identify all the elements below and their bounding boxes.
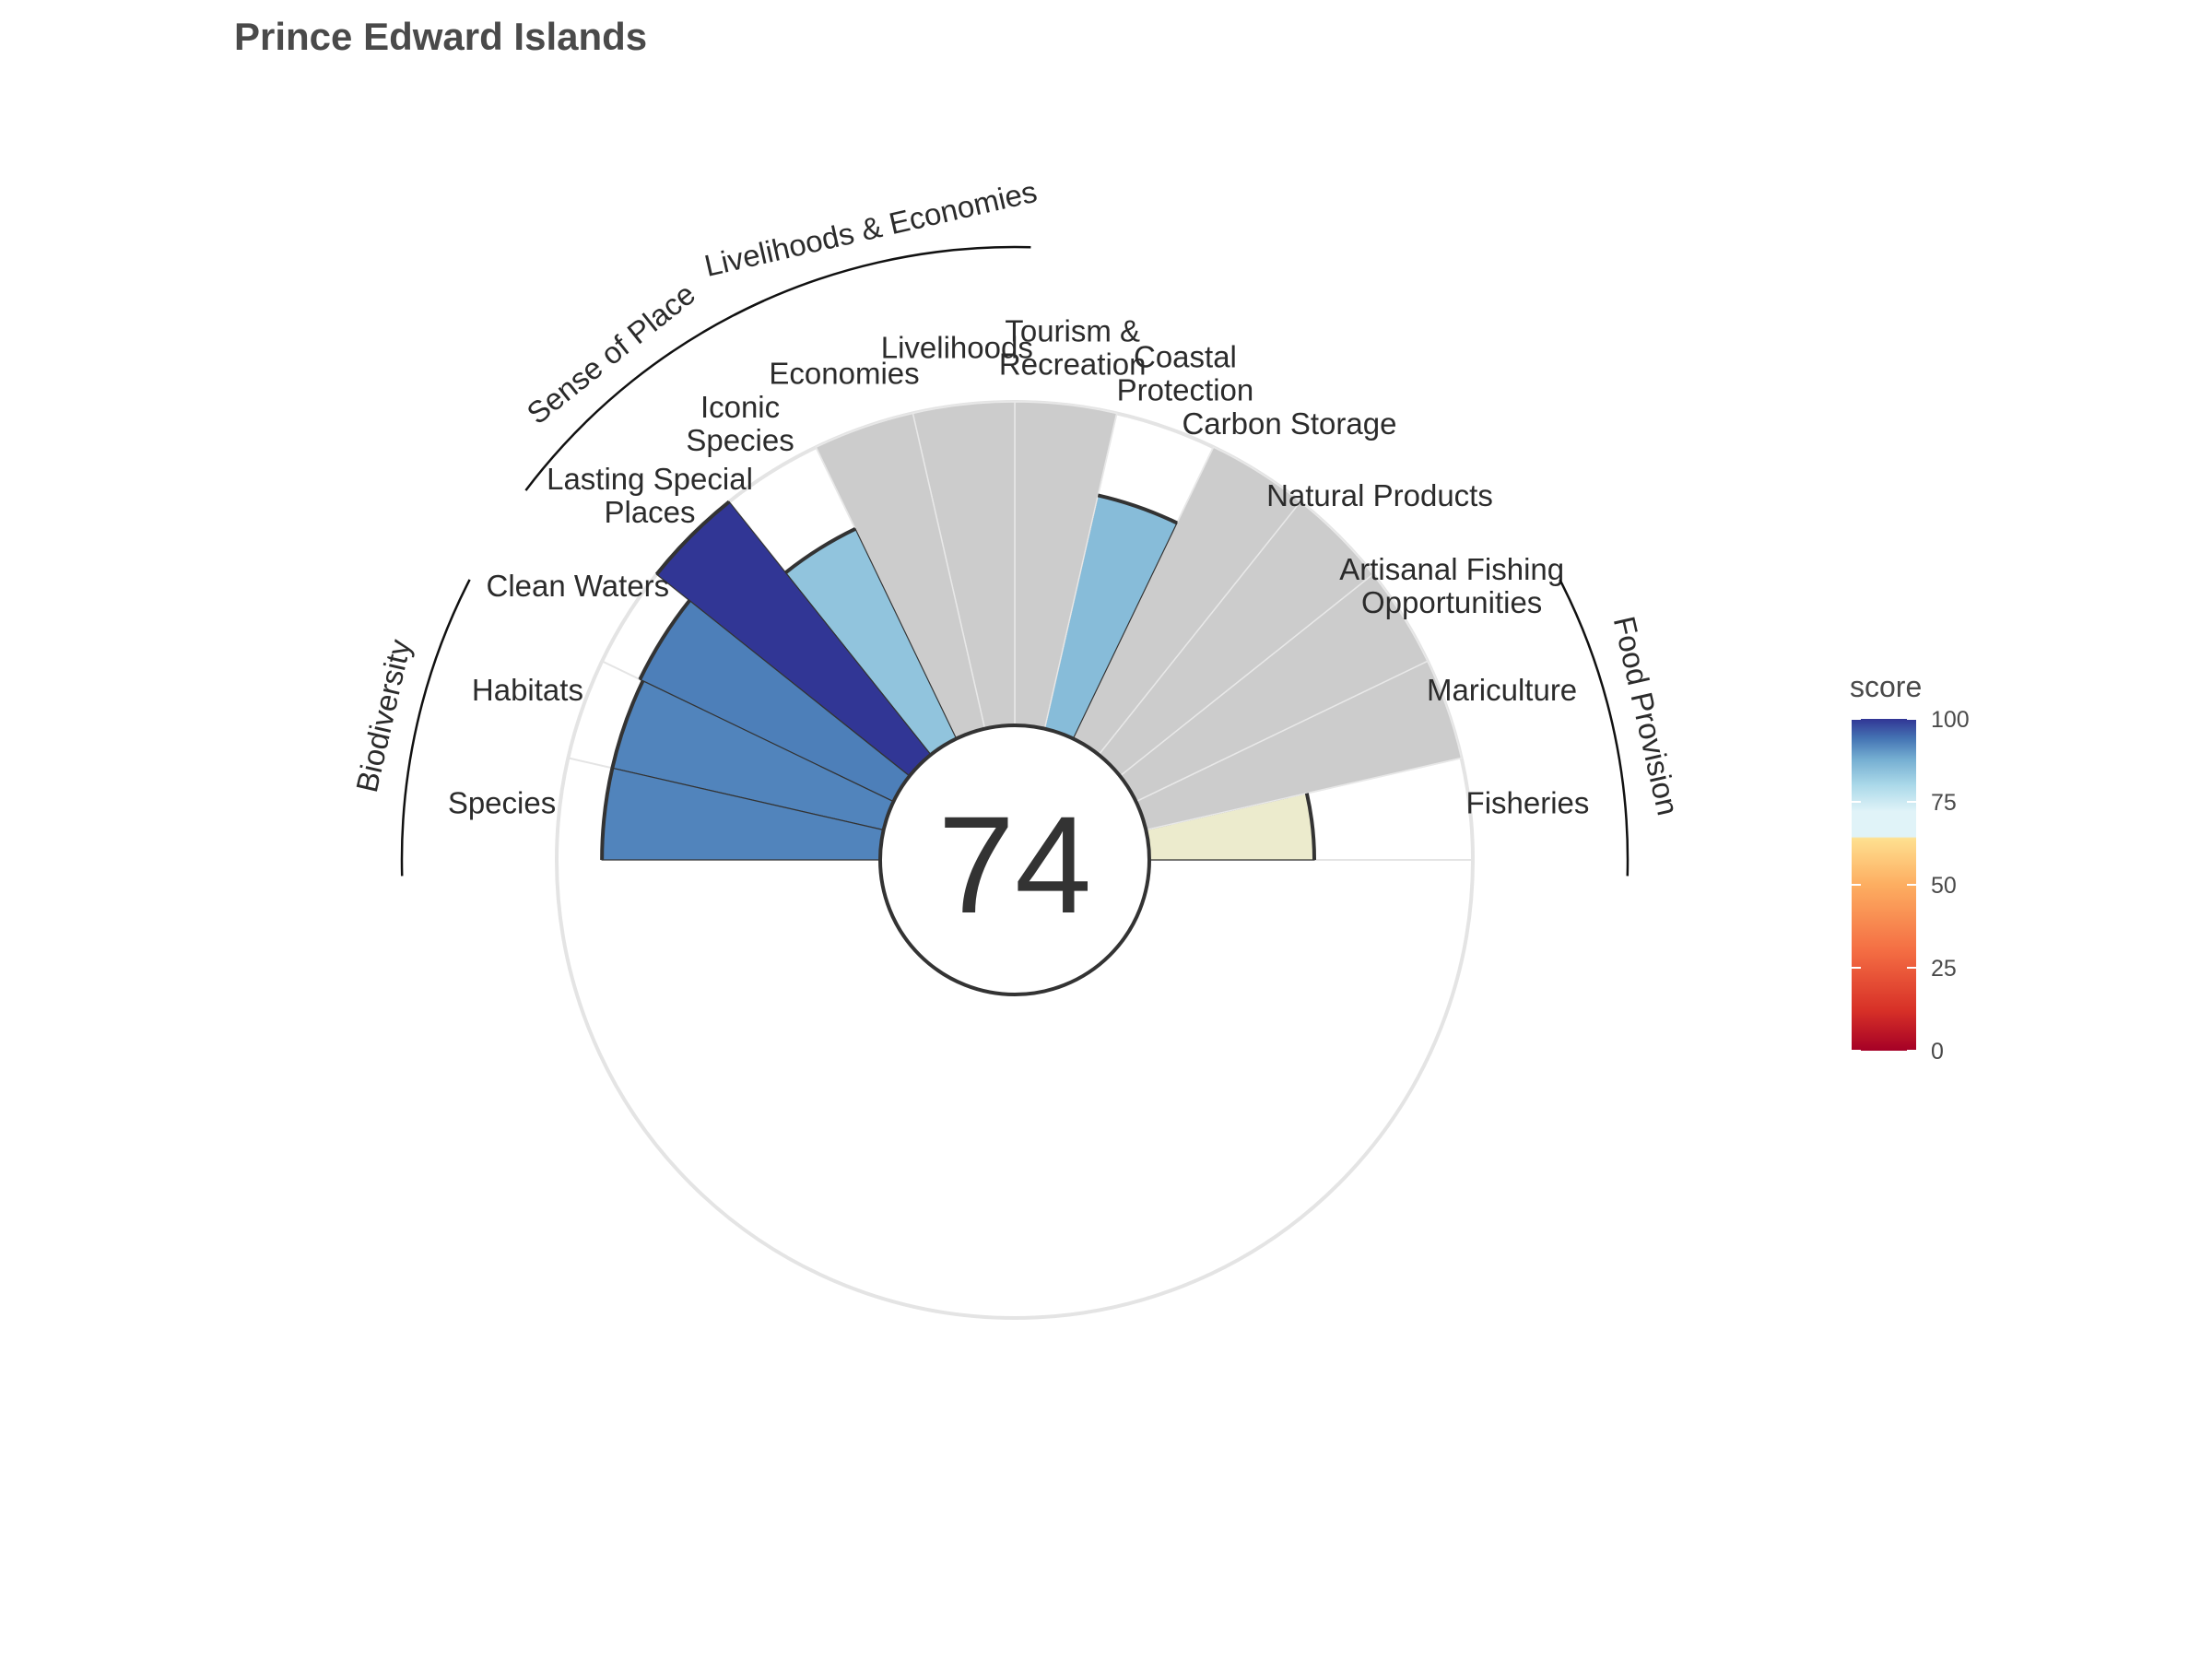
- group-arc-3: [400, 579, 471, 877]
- goal-label-12: Habitats: [472, 673, 583, 707]
- bars: [600, 401, 1463, 861]
- goal-labels: Fisheries Mariculture Artisanal Fishing Opp…: [448, 314, 1590, 820]
- legend-tick-label: 100: [1931, 707, 1970, 733]
- center-score: 74: [938, 787, 1092, 942]
- bar-outline-5: [1097, 493, 1178, 525]
- group-label-2: Sense of Place: [521, 276, 702, 430]
- bar-outline-13: [600, 767, 615, 861]
- goal-label-5: Coastal Protection: [1117, 339, 1254, 406]
- bar-outline-12: [610, 679, 645, 769]
- group-label-1: Livelihoods & Economies: [701, 174, 1041, 283]
- goal-label-4: Carbon Storage: [1182, 406, 1396, 441]
- bar-outline-0: [1304, 793, 1317, 861]
- goal-label-11: Clean Waters: [486, 569, 669, 603]
- group-arc-1: [734, 245, 1031, 316]
- goal-label-9: Iconic Species: [686, 390, 794, 457]
- goal-label-6: Tourism & Recreation: [999, 314, 1147, 382]
- goal-label-0: Fisheries: [1466, 785, 1590, 819]
- goal-label-7: Livelihoods: [881, 331, 1033, 365]
- bar-outline-11: [638, 599, 691, 681]
- goal-label-1: Mariculture: [1427, 673, 1577, 707]
- legend-tick-label: 50: [1931, 873, 1957, 899]
- bar-outline-10: [654, 500, 731, 576]
- goal-label-13: Species: [448, 785, 556, 819]
- goal-label-10: Lasting Special Places: [547, 462, 753, 529]
- legend-tick-label: 75: [1931, 790, 1957, 816]
- goal-label-3: Natural Products: [1266, 478, 1493, 512]
- group-label-0: Food Provision: [1607, 613, 1686, 818]
- goal-label-8: Economies: [769, 356, 919, 390]
- bar-outline-9: [784, 526, 856, 574]
- legend-title: score: [1850, 670, 1922, 703]
- legend-tick-label: 25: [1931, 956, 1957, 982]
- legend-tick-label: 0: [1931, 1039, 1944, 1065]
- score-legend: score 0 25 50 75 100: [1850, 670, 1970, 1065]
- goal-label-2: Artisanal Fishing Opportunities: [1339, 552, 1564, 619]
- chart-title: Prince Edward Islands: [234, 15, 647, 58]
- legend-colorbar: [1852, 719, 1916, 1051]
- center-circle: [878, 724, 1151, 996]
- group-arc-0: [1559, 579, 1630, 877]
- group-arc-2: [524, 300, 764, 491]
